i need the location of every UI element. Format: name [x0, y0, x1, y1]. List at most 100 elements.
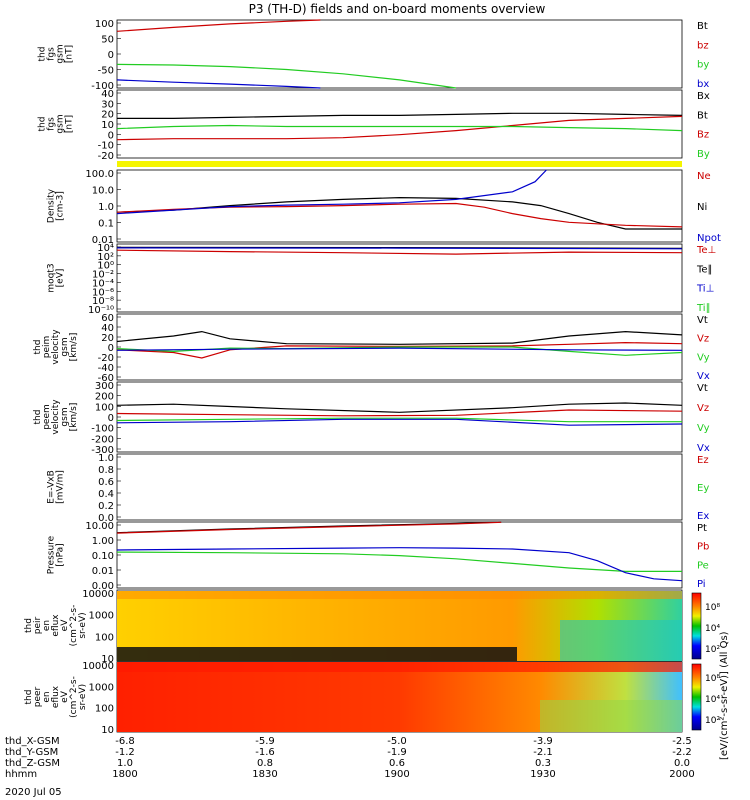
temperature-ylabel: moqt3 — [47, 263, 57, 292]
peer_spectrogram-ytick-label: 10 — [101, 725, 114, 736]
peim_velocity-series-Vx — [116, 347, 683, 351]
peir_spectrogram-ytick-label: 100 — [95, 632, 114, 643]
fgs_gsm_2-series-Bz — [116, 115, 683, 141]
peer_spectrogram-ylabel: thd — [24, 690, 34, 705]
x-axis-value: -2.1 — [533, 747, 553, 758]
fgs_gsm_1-legend-Bt: Bt — [697, 21, 708, 32]
fgs_gsm_2-ytick-label: 20 — [101, 110, 114, 121]
x-axis-row-label: thd_Z-GSM — [5, 758, 60, 769]
x-axis-value: 0.0 — [674, 758, 690, 769]
peim_velocity-series-Vz — [116, 341, 683, 359]
peem_velocity-frame — [116, 381, 683, 453]
x-axis-value: 1900 — [384, 769, 409, 780]
pressure-series-Pi — [116, 547, 683, 582]
peir-colorbar — [691, 592, 702, 660]
x-axis-value: -6.8 — [115, 736, 135, 747]
x-axis-value: -2.5 — [672, 736, 692, 747]
peem_velocity-legend-Vy: Vy — [697, 423, 710, 434]
efield-ytick-label: 0.0 — [98, 513, 114, 524]
efield-ytick-label: 0.6 — [98, 477, 114, 488]
x-axis-row-label: hhmm — [5, 769, 37, 780]
x-axis-value: 0.3 — [535, 758, 551, 769]
peer-spectrogram-image — [117, 662, 682, 732]
fgs_gsm_1-ytick-label: 100 — [95, 19, 114, 30]
x-axis-value: -3.9 — [533, 736, 553, 747]
temperature-ytick-label: 10⁻⁸ — [92, 296, 114, 307]
density-ytick-label: 0.01 — [92, 235, 114, 246]
peir_spectrogram-colorbar-tick: 10² — [705, 645, 720, 655]
fgs_gsm_2-ylabel: [nT] — [65, 115, 75, 133]
peem_velocity-legend-Vt: Vt — [697, 383, 708, 394]
fgs_gsm_1-ylabel: thd — [38, 47, 48, 62]
density-ytick-label: 10.0 — [92, 186, 114, 197]
temperature-legend-Te∥: Te∥ — [696, 264, 713, 275]
peim_velocity-ytick-label: -20 — [98, 353, 114, 364]
peim_velocity-ytick-label: 40 — [101, 323, 114, 334]
peem_velocity-series-Vt — [116, 402, 683, 413]
colorbar-ticks: 10⁸ 10⁴ 10² 10⁸ 10⁴ 10² — [705, 603, 720, 726]
fgs_gsm_2-legend-Bt: Bt — [697, 110, 708, 121]
fgs_gsm_1-series-bx — [116, 79, 321, 89]
fgs_gsm_2-ytick-label: -10 — [98, 141, 114, 152]
fgs_gsm_2-ytick-label: 30 — [101, 99, 114, 110]
density-legend-Ne: Ne — [697, 171, 711, 182]
peer_spectrogram-colorbar-tick: 10⁸ — [705, 674, 720, 684]
temperature-ytick-label: 10⁴ — [97, 243, 114, 254]
peim_velocity-legend-Vt: Vt — [697, 315, 708, 326]
efield-legend-Ex: Ex — [697, 511, 709, 522]
fgs_gsm_1-ylabel: fgs — [47, 47, 57, 61]
x-axis-value: 0.6 — [389, 758, 405, 769]
peer_spectrogram-ylabel: sr-eV) — [78, 684, 88, 710]
fgs_gsm_2-ylabel: fgs — [47, 117, 57, 131]
fgs_gsm_1-series-bz — [116, 19, 321, 32]
peer_spectrogram-ytick-label: 1000 — [89, 682, 114, 693]
pressure-ytick-label: 0.00 — [92, 581, 114, 592]
fgs_gsm_1-ytick-label: -50 — [98, 66, 114, 77]
pressure-legend-Pb: Pb — [697, 542, 709, 553]
fgs_gsm_2-series-By — [116, 124, 683, 132]
peim_velocity-ytick-label: 20 — [101, 333, 114, 344]
efield-ytick-label: 0.8 — [98, 465, 114, 476]
efield-ylabel: [mV/m] — [56, 470, 66, 504]
temperature-ytick-label: 10⁰ — [97, 261, 114, 272]
peim_velocity-legend-Vx: Vx — [697, 371, 710, 382]
peim_velocity-series-Vt — [116, 330, 683, 345]
fgs_gsm_1-legend-bx: bx — [697, 79, 709, 90]
peem_velocity-series-Vz — [116, 409, 683, 417]
efield-legend-Ey: Ey — [697, 483, 709, 494]
peir_spectrogram-ylabel: en — [42, 620, 52, 631]
efield-ytick-label: 1.0 — [98, 453, 114, 464]
fgs_gsm_2-ytick-label: 10 — [101, 120, 114, 131]
peim_velocity-legend-Vy: Vy — [697, 352, 710, 363]
efield-ytick-label: 0.2 — [98, 501, 114, 512]
peer_spectrogram-ylabel: (cm^2-s- — [69, 676, 79, 718]
temperature-ytick-label: 10⁻² — [92, 270, 114, 281]
fgs_gsm_1-frame — [116, 19, 683, 89]
temperature-ylabel: [eV] — [56, 269, 66, 288]
x-axis-value: -5.9 — [255, 736, 275, 747]
temperature-legend-Te⊥: Te⊥ — [696, 245, 716, 256]
pressure-legend-Pi: Pi — [697, 579, 706, 590]
panel-efield: 1.00.80.60.40.20.0 E=-VxB [mV/m] Ez Ey Ex — [47, 453, 710, 524]
efield-ytick-label: 0.4 — [98, 489, 114, 500]
peim_velocity-ytick-label: 0 — [108, 343, 114, 354]
fgs_gsm_1-ytick-label: -100 — [91, 81, 114, 92]
temperature-series-Te — [116, 249, 683, 255]
density-ytick-label: 100.0 — [85, 169, 114, 180]
peer_spectrogram-ylabel: eflux — [51, 685, 61, 708]
density-ylabel: Density — [47, 188, 57, 223]
peir_spectrogram-ylabel: thd — [24, 618, 34, 633]
density-series-Ni — [116, 196, 682, 230]
peir_spectrogram-ytick-label: 10000 — [82, 589, 114, 600]
temperature-ytick-label: 10² — [97, 252, 114, 263]
fgs_gsm_2-legend-By: By — [697, 149, 710, 160]
x-axis-value: -1.6 — [255, 747, 275, 758]
density-legend-Ni: Ni — [697, 202, 707, 213]
peem_velocity-ytick-label: -100 — [91, 424, 114, 435]
temperature-legend-Ti⊥: Ti⊥ — [696, 284, 714, 295]
density-frame — [116, 169, 683, 243]
